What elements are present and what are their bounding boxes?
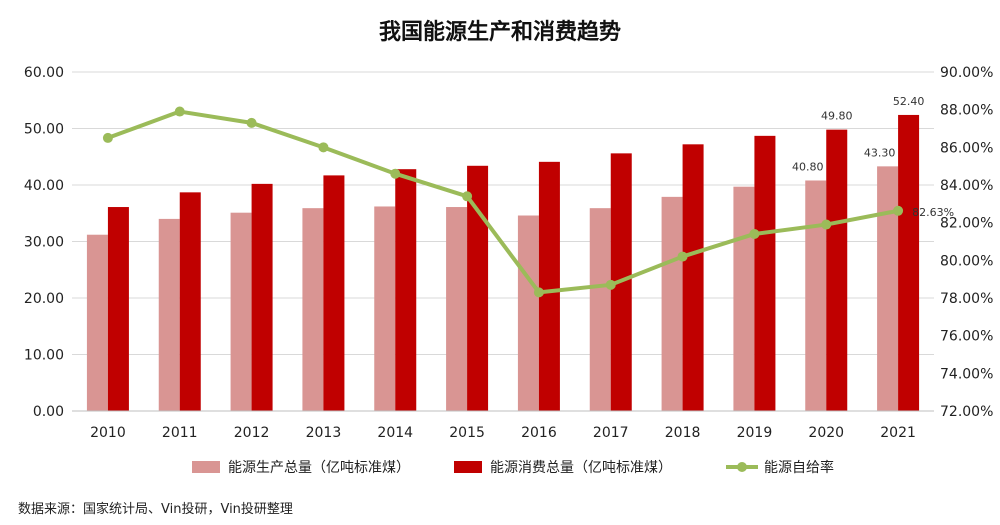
bar-0-2020 bbox=[805, 180, 827, 411]
y-left-tick-label: 40.00 bbox=[24, 178, 64, 194]
y-right-tick-label: 82.00% bbox=[940, 216, 993, 232]
bar-data-label: 52.40 bbox=[893, 95, 925, 108]
bar-1-2010 bbox=[107, 207, 129, 411]
x-tick-label: 2014 bbox=[377, 425, 413, 441]
legend-marker bbox=[737, 462, 747, 472]
chart-title: 我国能源生产和消费趋势 bbox=[378, 20, 621, 45]
x-tick-label: 2017 bbox=[593, 425, 629, 441]
legend-label: 能源自给率 bbox=[764, 459, 834, 476]
bar-data-label: 49.80 bbox=[821, 110, 853, 123]
bar-1-2018 bbox=[682, 144, 704, 411]
y-right-tick-label: 78.00% bbox=[940, 291, 993, 307]
x-tick-label: 2019 bbox=[737, 425, 773, 441]
bar-0-2019 bbox=[733, 186, 755, 411]
bar-1-2012 bbox=[251, 183, 273, 411]
y-left-tick-label: 0.00 bbox=[33, 404, 64, 420]
y-left-tick-label: 10.00 bbox=[24, 348, 64, 364]
line-point-2021 bbox=[893, 205, 904, 216]
y-right-tick-label: 76.00% bbox=[940, 329, 993, 345]
bar-1-2019 bbox=[754, 135, 776, 411]
y-right-tick-label: 74.00% bbox=[940, 366, 993, 382]
y-left-tick-label: 60.00 bbox=[24, 65, 64, 81]
y-right-tick-label: 88.00% bbox=[940, 103, 993, 119]
bar-0-2021 bbox=[877, 166, 899, 411]
y-right-tick-label: 84.00% bbox=[940, 178, 993, 194]
bar-0-2014 bbox=[374, 206, 396, 411]
bar-0-2010 bbox=[86, 234, 108, 411]
line-point-2016 bbox=[533, 287, 544, 298]
data-labels-layer: 40.80 43.30 49.80 52.40 82.63% bbox=[792, 95, 954, 219]
line-point-2010 bbox=[102, 132, 113, 143]
line-point-2011 bbox=[174, 106, 185, 117]
y-left-tick-label: 50.00 bbox=[24, 122, 64, 138]
bar-data-label: 43.30 bbox=[864, 146, 896, 159]
line-point-2017 bbox=[605, 279, 616, 290]
line-point-2012 bbox=[246, 117, 257, 128]
line-point-2020 bbox=[821, 219, 832, 230]
y-right-tick-label: 90.00% bbox=[940, 65, 993, 81]
x-tick-label: 2016 bbox=[521, 425, 557, 441]
bar-1-2014 bbox=[395, 169, 417, 411]
bar-1-2021 bbox=[898, 114, 920, 411]
bar-0-2018 bbox=[661, 196, 683, 411]
x-tick-label: 2012 bbox=[234, 425, 270, 441]
x-tick-label: 2021 bbox=[880, 425, 916, 441]
bars-layer bbox=[86, 114, 920, 412]
line-point-2015 bbox=[462, 191, 473, 202]
axes-layer: 0.00 10.00 20.00 30.00 40.00 50.00 60.00 72.00%… bbox=[24, 65, 993, 441]
bar-1-2020 bbox=[826, 129, 848, 411]
y-right-tick-label: 80.00% bbox=[940, 253, 993, 269]
bar-1-2015 bbox=[467, 165, 489, 411]
line-point-2014 bbox=[390, 168, 401, 179]
line-point-2013 bbox=[318, 142, 329, 153]
bar-1-2011 bbox=[179, 192, 201, 411]
bar-0-2015 bbox=[446, 207, 468, 411]
y-left-tick-label: 30.00 bbox=[24, 235, 64, 251]
line-point-2019 bbox=[749, 228, 760, 239]
x-tick-label: 2011 bbox=[162, 425, 198, 441]
line-series bbox=[107, 109, 899, 295]
bar-1-2016 bbox=[538, 161, 560, 411]
y-left-tick-label: 20.00 bbox=[24, 291, 64, 307]
bar-1-2013 bbox=[323, 175, 345, 411]
legend-swatch bbox=[454, 461, 482, 473]
bar-0-2012 bbox=[230, 212, 252, 411]
source-note: 数据来源：国家统计局、Vin投研，Vin投研整理 bbox=[18, 502, 293, 517]
legend-label: 能源生产总量（亿吨标准煤） bbox=[228, 460, 410, 476]
x-tick-label: 2015 bbox=[449, 425, 485, 441]
x-tick-label: 2013 bbox=[306, 425, 342, 441]
bar-data-label: 40.80 bbox=[792, 160, 824, 173]
bar-0-2017 bbox=[589, 208, 611, 411]
line-layer bbox=[102, 106, 904, 298]
y-right-tick-label: 86.00% bbox=[940, 140, 993, 156]
line-data-label: 82.63% bbox=[912, 206, 954, 219]
legend-swatch bbox=[192, 461, 220, 473]
y-right-tick-label: 72.00% bbox=[940, 404, 993, 420]
bar-0-2016 bbox=[517, 215, 539, 411]
x-tick-label: 2020 bbox=[808, 425, 844, 441]
bar-0-2013 bbox=[302, 208, 324, 411]
x-tick-label: 2010 bbox=[90, 425, 126, 441]
x-tick-label: 2018 bbox=[665, 425, 701, 441]
legend-label: 能源消费总量（亿吨标准煤） bbox=[490, 460, 672, 476]
bar-0-2011 bbox=[158, 218, 180, 411]
line-point-2018 bbox=[677, 251, 688, 262]
legend: 能源生产总量（亿吨标准煤） 能源消费总量（亿吨标准煤） 能源自给率 bbox=[192, 459, 834, 476]
